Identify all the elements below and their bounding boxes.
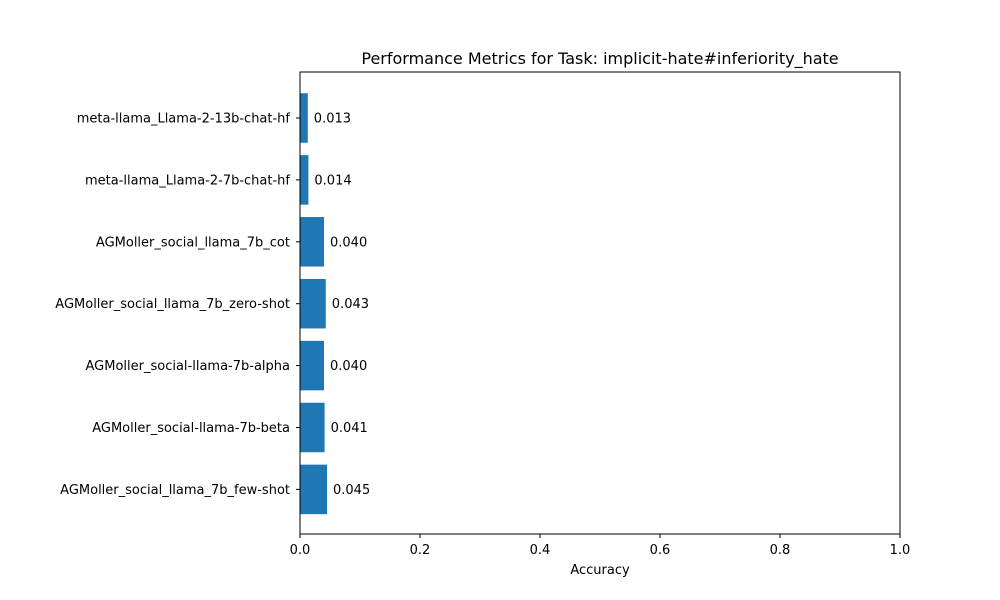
x-axis-ticks: 0.0 0.2 0.4 0.6 0.8 1.0	[290, 534, 911, 558]
bar	[300, 340, 324, 391]
x-tick-label: 0.4	[530, 543, 551, 558]
bar-value-label: 0.014	[314, 173, 351, 188]
y-tick-label: AGMoller_social-llama-7b-alpha	[86, 359, 291, 374]
y-tick-labels: meta-llama_Llama-2-13b-chat-hf meta-llama…	[55, 112, 300, 498]
chart-title: Performance Metrics for Task: implicit-h…	[361, 49, 838, 69]
y-tick-label: meta-llama_Llama-2-7b-chat-hf	[85, 173, 290, 188]
bar	[300, 464, 327, 515]
x-tick-label: 0.2	[410, 543, 431, 558]
bar	[300, 93, 308, 143]
bar	[300, 278, 326, 329]
bar-value-label: 0.013	[314, 112, 351, 127]
y-tick-label: AGMoller_social_llama_7b_few-shot	[60, 483, 290, 498]
bar-value-label: 0.041	[331, 421, 368, 436]
plot-frame	[299, 71, 901, 535]
bar-value-label: 0.040	[330, 235, 367, 250]
y-tick-label: AGMoller_social_llama_7b_cot	[96, 235, 290, 250]
x-tick-label: 0.0	[290, 543, 311, 558]
bars-layer: 0.013 0.014 0.040 0.043 0.040 0.041 0.045	[300, 93, 370, 515]
bar	[300, 217, 324, 267]
bar	[300, 155, 309, 205]
bar-value-label: 0.043	[332, 297, 369, 312]
y-tick-label: meta-llama_Llama-2-13b-chat-hf	[77, 112, 291, 127]
x-axis-label: Accuracy	[570, 563, 630, 578]
y-tick-label: AGMoller_social_llama_7b_zero-shot	[55, 297, 290, 312]
bar-value-label: 0.040	[330, 359, 367, 374]
x-tick-label: 1.0	[890, 543, 911, 558]
bar	[300, 402, 325, 453]
bar-value-label: 0.045	[333, 483, 370, 498]
x-tick-label: 0.6	[650, 543, 671, 558]
x-tick-label: 0.8	[770, 543, 791, 558]
y-tick-label: AGMoller_social-llama-7b-beta	[92, 421, 290, 436]
